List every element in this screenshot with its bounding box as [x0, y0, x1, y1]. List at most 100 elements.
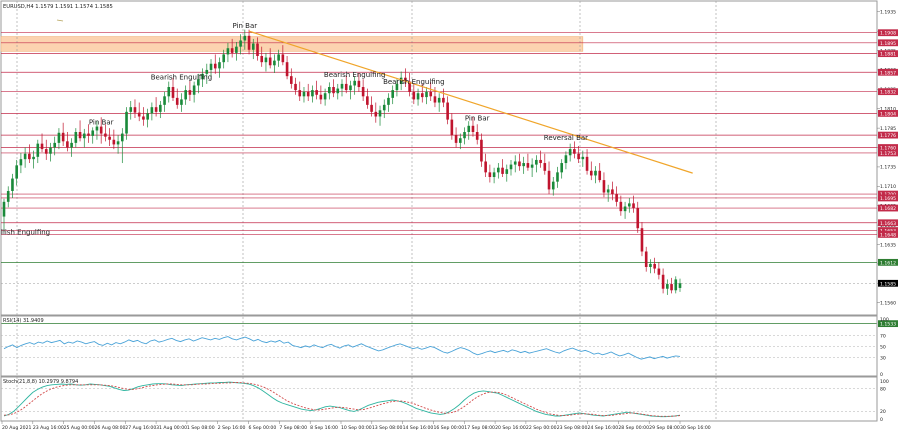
bull-candle — [678, 283, 682, 288]
time-tick-label: 25 Aug 00:00 — [64, 425, 95, 431]
bear-candle — [501, 167, 504, 174]
bull-candle — [116, 141, 120, 145]
bear-candle — [632, 203, 635, 209]
rsi-line — [3, 336, 681, 360]
bear-candle — [661, 274, 665, 289]
bear-candle — [442, 97, 445, 103]
time-tick-label: 23 Aug 16:00 — [33, 425, 64, 431]
bull-candle — [399, 77, 403, 84]
bull-candle — [556, 172, 559, 182]
bull-candle — [11, 178, 14, 191]
rsi-pane[interactable]: RSI(14) 31.9409 — [0, 315, 878, 377]
bear-candle — [112, 139, 116, 145]
trendline[interactable] — [248, 30, 693, 174]
time-axis[interactable]: 20 Aug 2021 23 Aug 16:00 25 Aug 00:00 26 Au… — [1, 421, 711, 431]
bull-candle — [159, 104, 162, 112]
bull-candle — [505, 169, 509, 174]
bull-candle — [581, 156, 585, 160]
bull-candle — [15, 165, 18, 179]
bear-candle — [188, 90, 192, 95]
bear-candle — [319, 94, 323, 100]
bull-candle — [180, 99, 183, 105]
bull-candle — [340, 83, 344, 89]
time-tick-label: 22 Sep 00:00 — [526, 425, 557, 431]
bull-candle — [36, 143, 40, 157]
time-tick-label: 17 Sep 08:00 — [464, 425, 495, 431]
bear-candle — [611, 189, 614, 195]
bear-candle — [213, 63, 217, 69]
bear-candle — [589, 170, 593, 176]
symbol-info: EURUSD,H4 1.1579 1.1591 1.1574 1.1585 — [3, 4, 113, 10]
bear-candle — [268, 57, 272, 66]
bear-candle — [450, 119, 454, 136]
bear-candle — [420, 93, 424, 98]
bull-candle — [91, 130, 95, 136]
stoch-pane[interactable]: Stoch(21,8,8) 10.2979 9.8794 — [0, 376, 878, 422]
bull-candle — [551, 181, 555, 190]
bear-candle — [404, 77, 407, 82]
price-badge-label: 1.1760 — [880, 146, 896, 152]
bear-candle — [306, 91, 310, 97]
price-badge-label: 1.1753 — [880, 151, 896, 157]
bull-candle — [395, 83, 399, 91]
price-badge-label: 1.1533 — [880, 322, 896, 328]
bear-candle — [298, 90, 302, 97]
bull-candle — [623, 206, 627, 212]
bull-candle — [666, 284, 669, 289]
bull-candle — [560, 163, 564, 173]
bull-candle — [95, 126, 99, 131]
bear-candle — [99, 126, 103, 134]
annotation-label: Bearish Engulfing — [324, 71, 386, 79]
small-mark — [56, 19, 64, 22]
time-tick-label: 10 Sep 00:00 — [341, 425, 372, 431]
price-tick-label: 1.1560 — [880, 300, 896, 306]
stoch-pane-frame — [0, 376, 878, 422]
rsi-tick-label: 0 — [880, 372, 883, 378]
bull-candle — [74, 132, 78, 143]
price-tick-label: 1.1785 — [880, 126, 896, 132]
bull-candle — [57, 132, 61, 143]
time-tick-label: 8 Sep 16:00 — [310, 425, 338, 431]
bull-candle — [120, 133, 124, 142]
price-badge-1.1682 — [878, 204, 898, 212]
time-tick-label: 7 Sep 08:00 — [279, 425, 307, 431]
bear-candle — [154, 107, 158, 112]
time-tick-label: 29 Sep 08:00 — [649, 425, 680, 431]
bull-candle — [492, 172, 496, 178]
bear-candle — [78, 132, 82, 139]
bear-candle — [585, 156, 589, 171]
bull-candle — [184, 90, 187, 100]
bear-candle — [374, 111, 378, 117]
bear-candle — [137, 112, 141, 117]
price-badge-label: 1.1857 — [880, 70, 896, 76]
bear-candle — [446, 102, 449, 120]
bear-candle — [484, 161, 487, 173]
bull-candle — [568, 149, 572, 156]
bear-candle — [294, 83, 297, 91]
bear-candle — [357, 80, 361, 88]
time-tick-label: 16 Sep 00:00 — [433, 425, 464, 431]
bear-candle — [28, 153, 31, 160]
bear-candle — [247, 35, 251, 50]
bear-candle — [615, 194, 618, 202]
bear-candle — [315, 90, 318, 95]
price-badge-1.1776 — [878, 131, 898, 139]
bull-candle — [32, 156, 35, 160]
bear-candle — [577, 153, 580, 160]
bear-candle — [429, 91, 433, 97]
bear-candle — [454, 135, 458, 143]
bull-candle — [205, 69, 209, 74]
bull-candle — [378, 110, 382, 117]
bull-candle — [311, 90, 314, 97]
rsi-axis: 100 70 50 30 0 — [880, 317, 889, 378]
time-tick-label: 20 Aug 2021 — [2, 425, 32, 431]
bear-candle — [670, 284, 673, 291]
price-badge-label: 1.1648 — [880, 232, 896, 238]
time-tick-label: 6 Sep 00:00 — [249, 425, 277, 431]
bull-candle — [349, 85, 352, 91]
annotation-label: Pin Bar — [89, 118, 114, 126]
